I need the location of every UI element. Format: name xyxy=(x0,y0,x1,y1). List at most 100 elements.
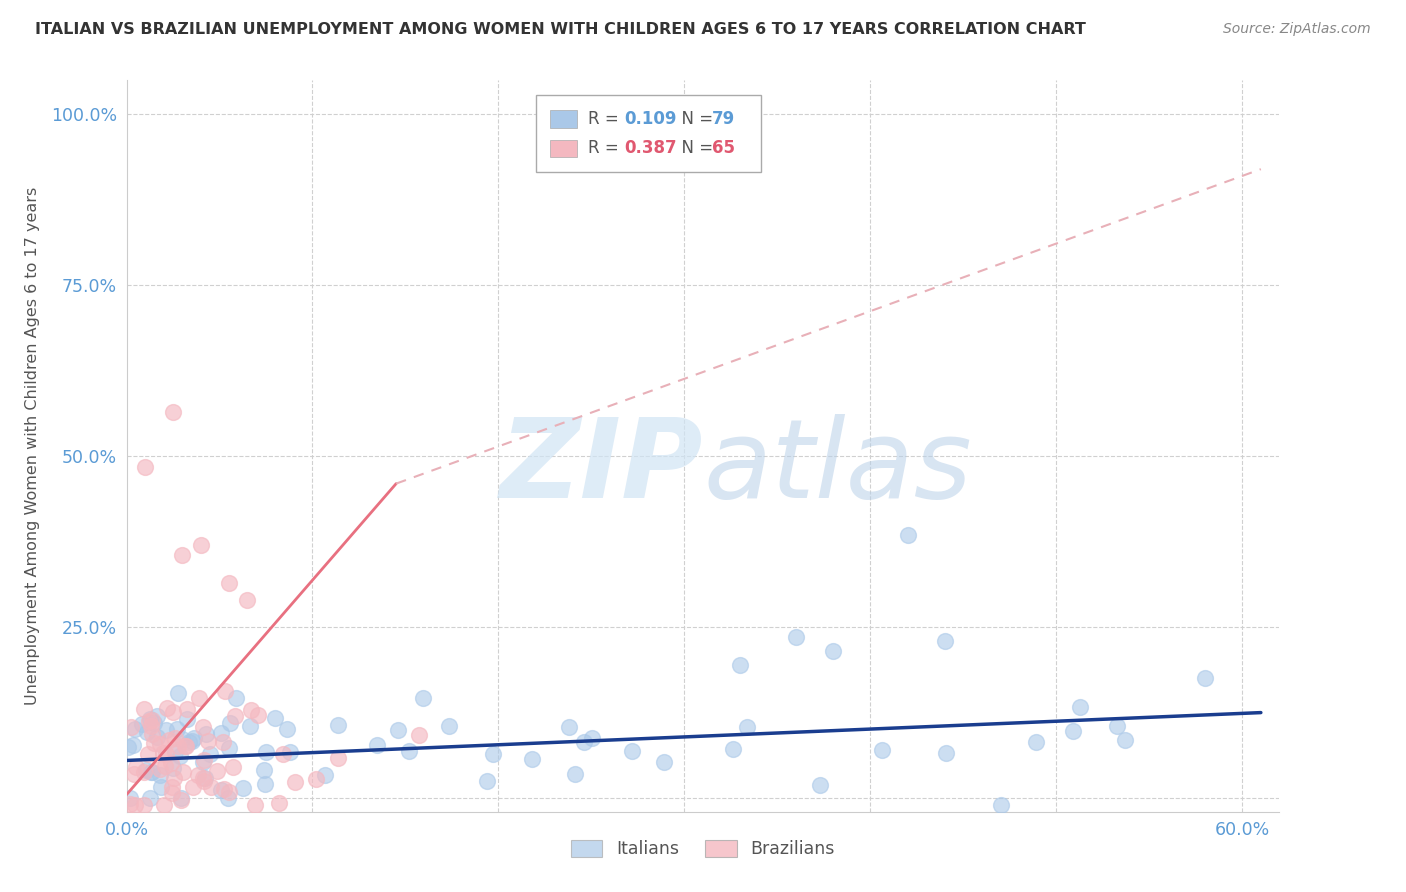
Point xyxy=(398,744,420,758)
Point xyxy=(120,720,142,734)
Point xyxy=(652,755,675,769)
Point xyxy=(276,723,298,737)
Point xyxy=(197,733,219,747)
Point xyxy=(174,739,197,753)
Point xyxy=(149,763,172,777)
FancyBboxPatch shape xyxy=(550,139,578,157)
Point xyxy=(157,733,180,747)
Point xyxy=(138,714,160,729)
Point xyxy=(620,744,643,758)
Point xyxy=(163,745,186,759)
FancyBboxPatch shape xyxy=(550,111,578,128)
Point xyxy=(305,772,328,786)
Point xyxy=(721,741,744,756)
Point xyxy=(162,705,184,719)
Point xyxy=(149,780,172,794)
Point xyxy=(136,747,159,762)
Point xyxy=(141,764,163,779)
Point xyxy=(564,767,586,781)
Point xyxy=(412,690,434,705)
Point xyxy=(218,785,240,799)
Point xyxy=(166,723,188,737)
Point xyxy=(218,575,240,590)
Point xyxy=(200,780,222,795)
Point xyxy=(212,735,235,749)
Point xyxy=(149,737,172,751)
Point xyxy=(117,739,139,754)
Point xyxy=(124,760,146,774)
Point xyxy=(134,459,156,474)
Point xyxy=(1114,733,1136,747)
Point xyxy=(328,751,350,765)
Point xyxy=(195,726,218,740)
Point xyxy=(159,756,181,770)
Text: R =: R = xyxy=(588,139,624,157)
Point xyxy=(148,768,170,782)
Point xyxy=(193,755,215,769)
Point xyxy=(520,752,543,766)
Point xyxy=(152,746,174,760)
Point xyxy=(225,690,247,705)
Point xyxy=(221,760,243,774)
Point xyxy=(193,774,215,789)
Point xyxy=(139,719,162,733)
Point xyxy=(264,711,287,725)
Point xyxy=(188,690,211,705)
Point xyxy=(236,592,259,607)
Text: 0.387: 0.387 xyxy=(624,139,678,157)
Point xyxy=(191,771,214,785)
Point xyxy=(209,725,232,739)
Text: N =: N = xyxy=(671,110,718,128)
Point xyxy=(167,686,190,700)
FancyBboxPatch shape xyxy=(536,95,761,171)
Point xyxy=(136,725,159,739)
Point xyxy=(146,730,169,744)
Point xyxy=(243,797,266,812)
Text: 79: 79 xyxy=(713,110,735,128)
Text: ITALIAN VS BRAZILIAN UNEMPLOYMENT AMONG WOMEN WITH CHILDREN AGES 6 TO 17 YEARS C: ITALIAN VS BRAZILIAN UNEMPLOYMENT AMONG … xyxy=(35,22,1085,37)
Point xyxy=(181,734,204,748)
Point xyxy=(218,741,240,756)
Point xyxy=(1069,700,1091,714)
Point xyxy=(481,747,503,762)
Point xyxy=(328,718,350,732)
Point xyxy=(823,644,845,658)
Point xyxy=(240,703,263,717)
Point xyxy=(183,731,205,745)
Text: R =: R = xyxy=(588,110,624,128)
Point xyxy=(934,633,956,648)
Point xyxy=(139,764,162,779)
Point xyxy=(176,702,198,716)
Legend: Italians, Brazilians: Italians, Brazilians xyxy=(564,832,842,865)
Point xyxy=(253,764,276,778)
Text: Source: ZipAtlas.com: Source: ZipAtlas.com xyxy=(1223,22,1371,37)
Point xyxy=(205,764,228,778)
Text: 65: 65 xyxy=(713,139,735,157)
Point xyxy=(120,791,142,805)
Point xyxy=(214,684,236,698)
Point xyxy=(118,797,141,811)
Point xyxy=(872,743,894,757)
Point xyxy=(172,549,194,563)
Point xyxy=(167,739,190,753)
Point xyxy=(408,728,430,742)
Point xyxy=(1025,735,1047,749)
Y-axis label: Unemployment Among Women with Children Ages 6 to 17 years: Unemployment Among Women with Children A… xyxy=(24,187,39,705)
Point xyxy=(224,709,246,723)
Text: 0.109: 0.109 xyxy=(624,110,678,128)
Point xyxy=(155,747,177,761)
Point xyxy=(134,702,156,716)
Point xyxy=(181,780,204,795)
Point xyxy=(254,745,277,759)
Point xyxy=(177,735,200,749)
Point xyxy=(284,774,307,789)
Point xyxy=(896,528,918,542)
Point xyxy=(581,731,603,745)
Point xyxy=(162,762,184,776)
Point xyxy=(728,657,751,672)
Text: N =: N = xyxy=(671,139,718,157)
Point xyxy=(156,701,179,715)
Point xyxy=(198,747,221,761)
Point xyxy=(366,738,388,752)
Point xyxy=(163,731,186,745)
